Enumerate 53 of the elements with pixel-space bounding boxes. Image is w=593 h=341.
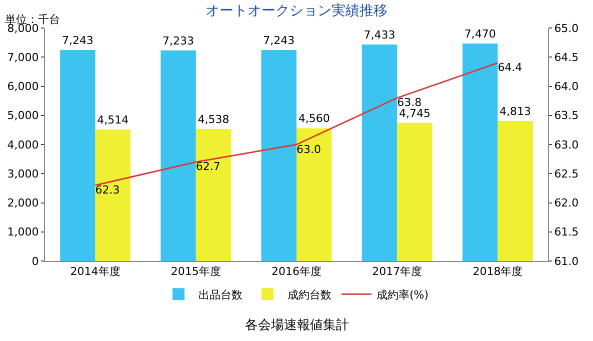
x-tick-label: 2014年度 — [70, 265, 120, 278]
data-label: 4,813 — [500, 104, 532, 118]
y-tick-label: 2,000 — [7, 196, 39, 210]
y2-tick-label: 64.5 — [554, 50, 579, 64]
data-label: 7,470 — [464, 27, 496, 40]
line-series — [94, 62, 498, 186]
data-label: 7,233 — [162, 34, 194, 48]
y-tick-label: 7,000 — [7, 50, 39, 64]
bar — [60, 50, 96, 261]
x-tick-label: 2018年度 — [472, 265, 523, 278]
x-tick-label: 2016年度 — [272, 265, 322, 278]
bar — [261, 50, 296, 261]
bar — [397, 122, 432, 261]
chart-title: オートオークション実績推移 — [206, 2, 388, 19]
bar — [95, 130, 131, 261]
x-tick-label: 2017年度 — [372, 265, 422, 278]
bar — [160, 50, 196, 261]
data-label: 4,745 — [398, 106, 430, 120]
y-tick-label: 0 — [32, 254, 39, 268]
data-label: 7,433 — [364, 28, 396, 42]
data-label: 64.4 — [498, 61, 522, 74]
y2-tick-label: 63.5 — [554, 109, 579, 122]
data-label: 7,243 — [62, 34, 94, 48]
y2-tick-label: 63.0 — [554, 138, 579, 152]
bar — [362, 44, 398, 261]
y-tick-label: 5,000 — [7, 109, 39, 122]
y-tick-label: 3,000 — [7, 167, 39, 180]
bar — [498, 120, 533, 261]
legend-label: 出品台数 — [198, 288, 242, 302]
data-label: 4,538 — [198, 112, 230, 126]
data-label: 63.8 — [397, 96, 422, 110]
data-label: 63.0 — [296, 142, 321, 156]
y-tick-label: 4,000 — [7, 138, 39, 152]
data-label: 4,514 — [97, 114, 129, 127]
legend-label: 成約率(%) — [376, 288, 429, 302]
bar — [296, 128, 332, 261]
x-tick-label: 2015年度 — [170, 265, 221, 278]
legend-label: 成約台数 — [288, 288, 332, 302]
y2-tick-label: 62.0 — [554, 196, 579, 210]
y2-tick-label: 62.5 — [554, 167, 579, 180]
y2-tick-label: 61.0 — [554, 254, 579, 268]
data-label: 7,243 — [263, 34, 295, 48]
y-tick-label: 6,000 — [7, 80, 39, 94]
y2-tick-label: 65.0 — [554, 22, 579, 35]
bar — [462, 43, 498, 261]
y2-tick-label: 64.0 — [554, 80, 579, 94]
data-label: 4,560 — [298, 112, 330, 126]
text: 各会場速報値集計 — [245, 318, 349, 333]
data-label: 62.7 — [196, 160, 220, 174]
data-label: 62.3 — [95, 184, 120, 197]
bar — [196, 128, 232, 261]
y2-tick-label: 61.5 — [554, 226, 579, 239]
y-tick-label: 1,000 — [7, 226, 39, 239]
